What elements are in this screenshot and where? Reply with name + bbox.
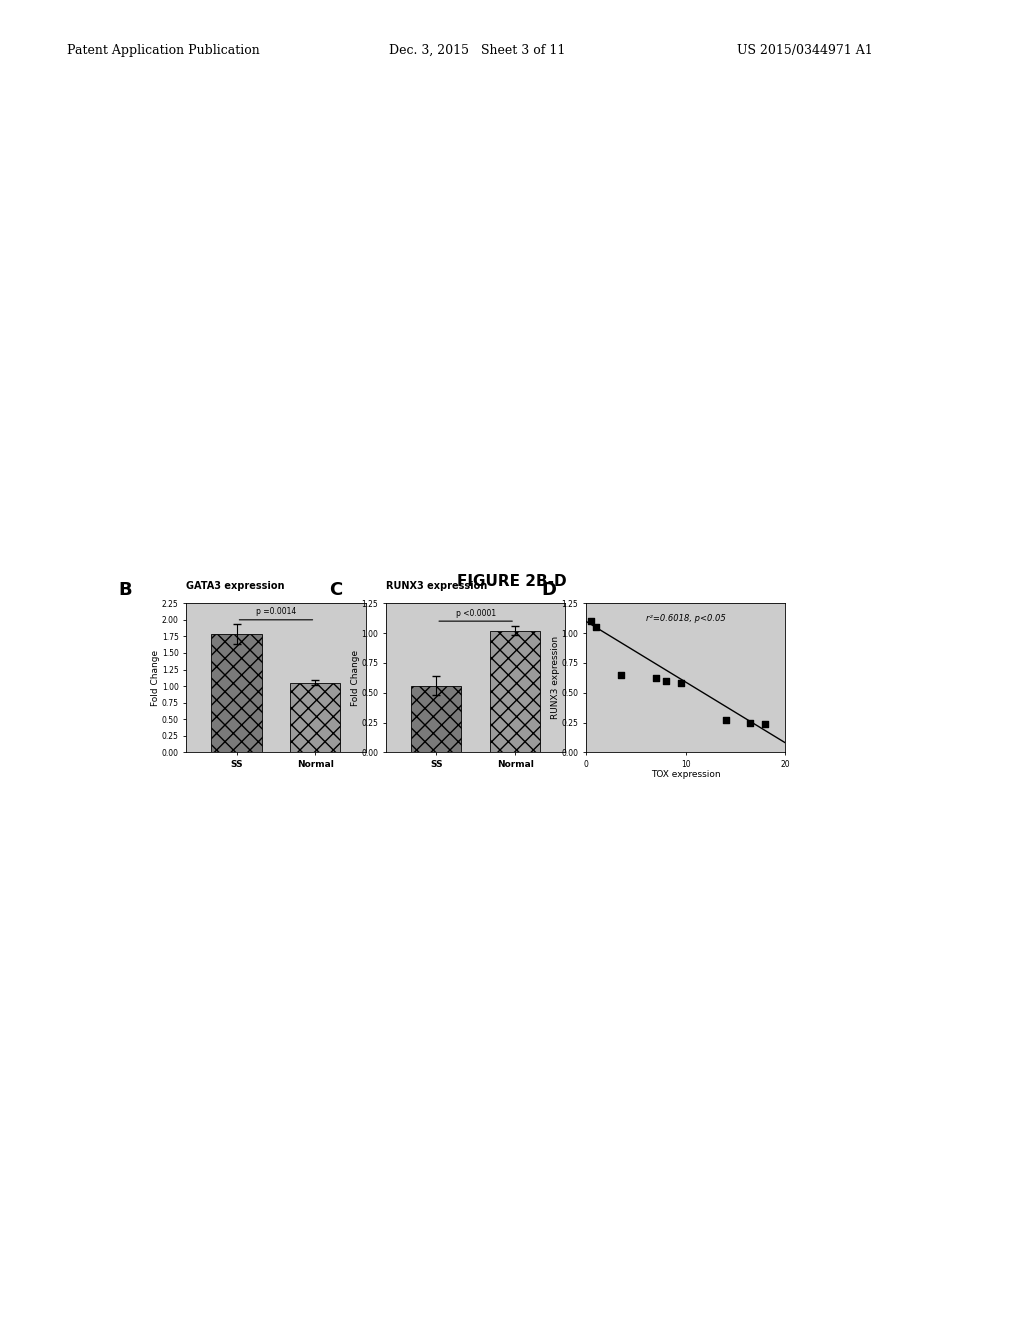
Bar [412, 685, 461, 752]
Y-axis label: RUNX3 expression: RUNX3 expression [551, 636, 560, 719]
Text: C: C [329, 581, 342, 599]
Text: Patent Application Publication: Patent Application Publication [67, 44, 259, 57]
Text: GATA3 expression: GATA3 expression [186, 581, 285, 591]
Text: Dec. 3, 2015   Sheet 3 of 11: Dec. 3, 2015 Sheet 3 of 11 [389, 44, 565, 57]
Point [612, 664, 629, 685]
Y-axis label: Fold Change: Fold Change [351, 649, 360, 706]
X-axis label: TOX expression: TOX expression [651, 771, 720, 779]
Bar [490, 631, 541, 752]
Point [657, 671, 674, 692]
Point [718, 710, 734, 731]
Text: B: B [119, 581, 132, 599]
Text: D: D [542, 581, 557, 599]
Text: FIGURE 2B-D: FIGURE 2B-D [457, 574, 567, 589]
Point [647, 668, 664, 689]
Text: p <0.0001: p <0.0001 [456, 609, 496, 618]
Text: r²=0.6018, p<0.05: r²=0.6018, p<0.05 [646, 614, 725, 623]
Bar [211, 635, 262, 752]
Point [583, 611, 599, 632]
Point [673, 673, 689, 694]
Point [742, 711, 759, 733]
Text: p =0.0014: p =0.0014 [256, 607, 296, 616]
Text: RUNX3 expression: RUNX3 expression [386, 581, 487, 591]
Text: US 2015/0344971 A1: US 2015/0344971 A1 [737, 44, 873, 57]
Point [758, 713, 774, 734]
Y-axis label: Fold Change: Fold Change [152, 649, 161, 706]
Bar [291, 682, 340, 752]
Point [588, 616, 604, 638]
